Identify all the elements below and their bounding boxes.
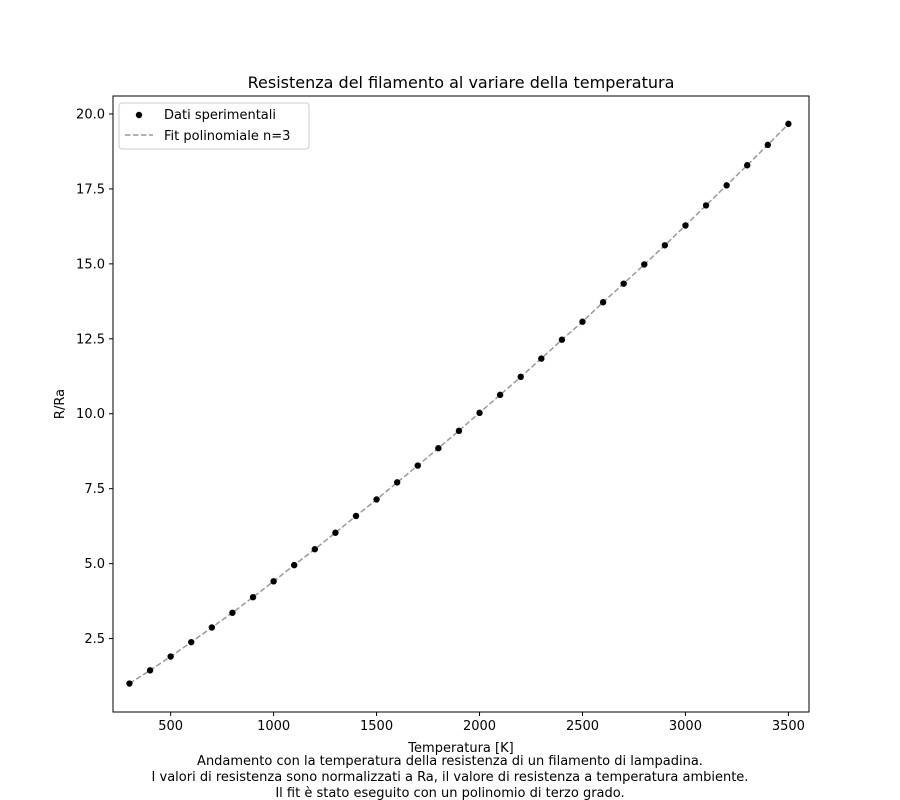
y-tick-label: 5.0 bbox=[84, 557, 105, 572]
data-point bbox=[414, 462, 421, 469]
y-tick-label: 20.0 bbox=[76, 107, 105, 122]
data-point bbox=[208, 624, 216, 631]
data-point bbox=[785, 120, 792, 128]
data-point bbox=[744, 162, 751, 169]
data-point bbox=[352, 512, 360, 520]
axes-frame bbox=[112, 95, 810, 713]
data-point bbox=[126, 680, 133, 687]
x-tick-label: 3000 bbox=[669, 719, 702, 734]
data-point bbox=[188, 638, 195, 646]
y-tick-label: 7.5 bbox=[84, 482, 105, 497]
fit-line bbox=[129, 123, 789, 685]
data-point bbox=[167, 653, 174, 660]
y-tick-label: 17.5 bbox=[76, 182, 105, 197]
x-tick-label: 3500 bbox=[772, 719, 805, 734]
data-point bbox=[229, 609, 236, 616]
y-tick-label: 2.5 bbox=[84, 632, 105, 647]
y-tick-label: 15.0 bbox=[76, 257, 105, 272]
data-point bbox=[517, 373, 524, 381]
y-axis-label: R/Ra bbox=[53, 389, 68, 419]
caption-line-2: I valori di resistenza sono normalizzati… bbox=[152, 770, 749, 785]
legend-marker-scatter bbox=[135, 111, 143, 119]
data-point bbox=[702, 202, 710, 209]
data-point bbox=[393, 479, 401, 486]
x-tick-label: 1500 bbox=[360, 719, 393, 734]
data-point bbox=[476, 409, 483, 417]
y-axis: 2.5 5.0 7.5 10.0 12.5 15.0 17.5 20.0 bbox=[76, 107, 113, 647]
data-point bbox=[291, 561, 298, 569]
y-tick-label: 12.5 bbox=[76, 332, 105, 347]
chart-title: Resistenza del filamento al variare dell… bbox=[248, 73, 675, 92]
data-point bbox=[558, 336, 566, 343]
data-point bbox=[599, 299, 607, 306]
data-point bbox=[496, 391, 504, 399]
data-point bbox=[311, 546, 318, 553]
data-point bbox=[538, 355, 545, 362]
data-point bbox=[723, 182, 730, 189]
legend: Dati sperimentali Fit polinomiale n=3 bbox=[118, 102, 310, 150]
legend-label-fit: Fit polinomiale n=3 bbox=[164, 129, 290, 144]
legend-label-scatter: Dati sperimentali bbox=[164, 108, 276, 123]
data-point bbox=[620, 280, 627, 287]
caption-line-1: Andamento con la temperatura della resis… bbox=[197, 754, 703, 769]
data-point bbox=[682, 222, 689, 229]
x-tick-label: 2000 bbox=[463, 719, 496, 734]
data-point bbox=[579, 318, 586, 325]
x-tick-label: 500 bbox=[158, 719, 183, 734]
data-point bbox=[146, 667, 154, 674]
legend-box bbox=[118, 102, 310, 150]
data-point bbox=[455, 427, 463, 435]
caption-line-3: Il fit è stato eseguito con un polinomio… bbox=[275, 786, 624, 800]
plot-area bbox=[126, 120, 792, 687]
x-tick-label: 1000 bbox=[257, 719, 290, 734]
data-point bbox=[270, 578, 277, 585]
data-point bbox=[661, 242, 669, 249]
x-axis: 500 1000 1500 2000 2500 3000 3500 bbox=[158, 712, 805, 734]
y-tick-label: 10.0 bbox=[76, 407, 105, 422]
x-axis-label: Temperatura [K] bbox=[407, 741, 513, 756]
data-point bbox=[764, 141, 772, 149]
data-point bbox=[332, 529, 339, 536]
data-point bbox=[435, 445, 442, 452]
data-point bbox=[641, 261, 648, 268]
data-point bbox=[249, 593, 257, 601]
data-point bbox=[373, 496, 380, 503]
x-tick-label: 2500 bbox=[566, 719, 599, 734]
